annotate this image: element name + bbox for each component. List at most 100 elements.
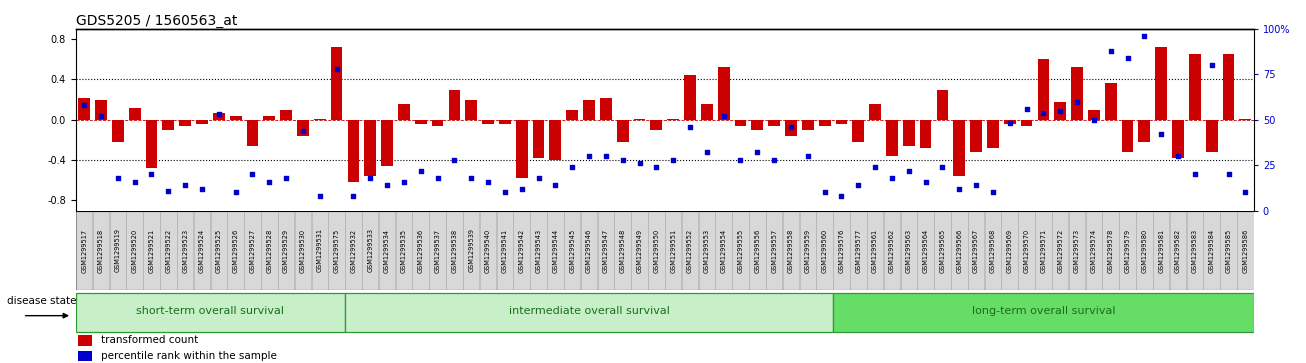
Bar: [345, 293, 833, 332]
Bar: [1004, 120, 1016, 124]
Text: GSM1299580: GSM1299580: [1141, 228, 1148, 273]
Bar: [465, 99, 477, 120]
Bar: [870, 104, 882, 120]
Bar: [1085, 211, 1102, 290]
Bar: [213, 113, 225, 120]
Point: [158, 188, 179, 193]
Bar: [78, 98, 90, 120]
Bar: [901, 211, 917, 290]
Text: GSM1299566: GSM1299566: [956, 228, 963, 273]
Text: GSM1299558: GSM1299558: [788, 228, 794, 273]
Bar: [1156, 47, 1168, 120]
Bar: [1119, 211, 1136, 290]
Bar: [1173, 120, 1185, 158]
Bar: [782, 211, 799, 290]
Bar: [76, 293, 345, 332]
Bar: [917, 211, 934, 290]
Text: GSM1299571: GSM1299571: [1041, 228, 1046, 273]
Point: [562, 164, 582, 170]
Text: GSM1299548: GSM1299548: [619, 228, 626, 273]
Bar: [836, 120, 848, 124]
Bar: [648, 211, 665, 290]
Bar: [496, 211, 513, 290]
Point: [948, 186, 969, 192]
Bar: [93, 211, 110, 290]
Text: GSM1299578: GSM1299578: [1107, 228, 1114, 273]
Point: [545, 182, 565, 188]
Bar: [768, 120, 780, 126]
Point: [916, 179, 936, 184]
Bar: [264, 116, 276, 120]
Bar: [430, 211, 445, 290]
Text: short-term overall survival: short-term overall survival: [136, 306, 285, 316]
Bar: [379, 211, 396, 290]
Point: [613, 157, 633, 163]
Text: long-term overall survival: long-term overall survival: [972, 306, 1115, 316]
Bar: [176, 211, 193, 290]
Text: GSM1299545: GSM1299545: [569, 228, 575, 273]
Point: [73, 102, 94, 108]
Bar: [1136, 211, 1153, 290]
Bar: [1036, 211, 1051, 290]
Text: GSM1299563: GSM1299563: [906, 228, 912, 273]
Bar: [1203, 211, 1220, 290]
Bar: [112, 120, 124, 142]
Text: GSM1299529: GSM1299529: [283, 228, 289, 273]
Bar: [785, 120, 797, 136]
Bar: [699, 211, 716, 290]
Point: [696, 150, 717, 155]
Point: [276, 175, 296, 181]
Bar: [127, 211, 142, 290]
Point: [747, 150, 768, 155]
Bar: [78, 351, 91, 362]
Bar: [970, 120, 982, 152]
Bar: [1019, 211, 1034, 290]
Text: intermediate overall survival: intermediate overall survival: [508, 306, 670, 316]
Bar: [1205, 120, 1217, 152]
Point: [90, 113, 111, 119]
Bar: [953, 120, 965, 176]
Bar: [296, 120, 308, 136]
Bar: [718, 68, 730, 120]
Point: [1168, 153, 1188, 159]
Point: [1084, 117, 1105, 123]
Point: [427, 175, 448, 181]
Bar: [328, 211, 345, 290]
Bar: [161, 211, 176, 290]
Text: GSM1299535: GSM1299535: [401, 228, 407, 273]
Point: [814, 189, 835, 195]
Bar: [833, 211, 850, 290]
Text: GSM1299573: GSM1299573: [1074, 228, 1080, 273]
Text: GSM1299569: GSM1299569: [1007, 228, 1012, 273]
Bar: [633, 119, 645, 120]
Point: [141, 171, 162, 177]
Point: [831, 193, 852, 199]
Bar: [751, 120, 763, 130]
Bar: [550, 120, 562, 160]
Bar: [227, 211, 244, 290]
Bar: [584, 99, 596, 120]
Bar: [281, 110, 293, 120]
Bar: [244, 211, 261, 290]
Bar: [464, 211, 479, 290]
Bar: [564, 211, 580, 290]
Point: [882, 175, 902, 181]
Bar: [934, 211, 951, 290]
Bar: [1237, 211, 1254, 290]
Point: [679, 124, 700, 130]
Point: [1050, 108, 1071, 114]
Text: GSM1299532: GSM1299532: [350, 228, 357, 273]
Point: [359, 175, 381, 181]
Text: GSM1299526: GSM1299526: [232, 228, 239, 273]
Bar: [682, 211, 699, 290]
Bar: [985, 211, 1002, 290]
Bar: [1088, 110, 1100, 120]
Text: GSM1299543: GSM1299543: [535, 228, 542, 273]
Bar: [530, 211, 547, 290]
Bar: [499, 120, 511, 124]
Text: GSM1299518: GSM1299518: [98, 228, 104, 273]
Text: GSM1299522: GSM1299522: [166, 228, 171, 273]
Bar: [547, 211, 564, 290]
Point: [124, 179, 145, 184]
Bar: [396, 211, 413, 290]
